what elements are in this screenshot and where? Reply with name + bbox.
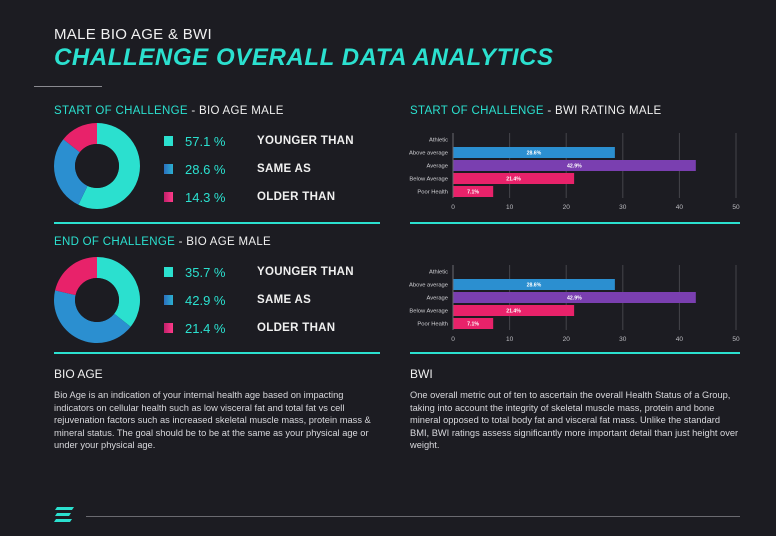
x-tick-label: 20 bbox=[563, 336, 571, 343]
legend-value: 35.7 % bbox=[185, 264, 226, 280]
legend-label: SAME AS bbox=[257, 163, 312, 175]
bar-data-label: 21.4% bbox=[506, 177, 521, 183]
legend-label: OLDER THAN bbox=[257, 322, 336, 334]
legend-value: 21.4 % bbox=[185, 320, 226, 336]
bar-data-label: 42.9% bbox=[567, 164, 582, 170]
start-bio-legend-younger: 57.1 % YOUNGER THAN bbox=[164, 133, 354, 149]
bar-poor-health bbox=[453, 318, 494, 329]
bar-data-label: 28.6% bbox=[527, 283, 542, 289]
x-tick-label: 10 bbox=[506, 204, 514, 211]
x-tick-label: 30 bbox=[619, 204, 627, 211]
bar-data-label: 7.1% bbox=[467, 190, 479, 196]
legend-value: 14.3 % bbox=[185, 189, 226, 205]
start-bio-legend-older: 14.3 % OLDER THAN bbox=[164, 189, 335, 205]
legend-label: YOUNGER THAN bbox=[257, 266, 354, 278]
bar-above-average bbox=[453, 147, 615, 158]
stacked-bars-logo-icon bbox=[54, 507, 74, 522]
legend-label: SAME AS bbox=[257, 294, 312, 306]
bio-age-heading: BIO AGE bbox=[54, 367, 103, 381]
page-title: CHALLENGE OVERALL DATA ANALYTICS bbox=[54, 44, 554, 71]
legend-value: 42.9 % bbox=[185, 292, 226, 308]
start-bio-divider bbox=[54, 222, 380, 224]
start-bio-donut bbox=[54, 123, 140, 209]
y-category-label: Poor Health bbox=[417, 190, 448, 196]
donut-slice-same-as bbox=[54, 290, 131, 343]
y-category-label: Average bbox=[427, 296, 449, 302]
end-bio-legend-younger: 35.7 % YOUNGER THAN bbox=[164, 264, 354, 280]
end-bio-heading: END OF CHALLENGE - BIO AGE MALE bbox=[54, 236, 271, 248]
start-bwi-heading: START OF CHALLENGE - BWI RATING MALE bbox=[410, 105, 662, 117]
donut-slice-younger-than bbox=[78, 123, 140, 209]
bar-average bbox=[453, 160, 696, 171]
legend-swatch-blue bbox=[164, 295, 173, 305]
x-tick-label: 50 bbox=[732, 204, 740, 211]
bar-below-average bbox=[453, 173, 575, 184]
bar-average bbox=[453, 292, 696, 303]
legend-swatch-blue bbox=[164, 164, 173, 174]
x-tick-label: 20 bbox=[563, 204, 571, 211]
bar-data-label: 21.4% bbox=[506, 309, 521, 315]
donut-slice-younger-than bbox=[97, 257, 140, 327]
end-bwi-bar-chart: 0 10 20 30 40 50 Athletic Above average 28.6% Ave… bbox=[409, 265, 740, 343]
end-bio-legend-older: 21.4 % OLDER THAN bbox=[164, 320, 335, 336]
x-tick-label: 40 bbox=[676, 204, 684, 211]
y-category-label: Below Average bbox=[409, 309, 448, 315]
legend-swatch-pink bbox=[164, 192, 173, 202]
bar-data-label: 42.9% bbox=[567, 296, 582, 302]
legend-swatch-teal bbox=[164, 267, 173, 277]
x-tick-label: 0 bbox=[451, 204, 455, 211]
footer-divider bbox=[86, 516, 740, 517]
end-bio-divider bbox=[54, 352, 380, 354]
x-tick-label: 50 bbox=[732, 336, 740, 343]
y-category-label: Athletic bbox=[429, 138, 448, 144]
donut-slice-same-as bbox=[54, 139, 88, 205]
x-tick-label: 30 bbox=[619, 336, 627, 343]
end-bio-donut bbox=[54, 257, 140, 343]
y-category-label: Above average bbox=[409, 151, 448, 157]
x-tick-label: 10 bbox=[506, 336, 514, 343]
bar-below-average bbox=[453, 305, 575, 316]
legend-swatch-teal bbox=[164, 136, 173, 146]
end-bwi-divider bbox=[410, 352, 740, 354]
page-kicker: MALE BIO AGE & BWI bbox=[54, 26, 212, 43]
bwi-heading: BWI bbox=[410, 367, 433, 381]
legend-value: 57.1 % bbox=[185, 133, 226, 149]
start-bwi-divider bbox=[410, 222, 740, 224]
legend-label: OLDER THAN bbox=[257, 191, 336, 203]
bio-age-description: Bio Age is an indication of your interna… bbox=[54, 390, 371, 451]
start-bio-legend-same: 28.6 % SAME AS bbox=[164, 161, 311, 177]
y-category-label: Below Average bbox=[409, 177, 448, 183]
bar-poor-health bbox=[453, 186, 494, 197]
x-tick-label: 0 bbox=[451, 336, 455, 343]
bar-data-label: 7.1% bbox=[467, 322, 479, 328]
end-bio-legend-same: 42.9 % SAME AS bbox=[164, 292, 311, 308]
y-category-label: Average bbox=[427, 164, 449, 170]
y-category-label: Athletic bbox=[429, 270, 448, 276]
y-category-label: Poor Health bbox=[417, 322, 448, 328]
header-divider bbox=[34, 86, 102, 87]
legend-label: YOUNGER THAN bbox=[257, 135, 354, 147]
legend-value: 28.6 % bbox=[185, 161, 226, 177]
start-bio-heading: START OF CHALLENGE - BIO AGE MALE bbox=[54, 105, 284, 117]
bwi-description: One overall metric out of ten to ascerta… bbox=[410, 390, 739, 451]
donut-slice-older-than bbox=[55, 257, 97, 296]
bar-above-average bbox=[453, 279, 615, 290]
x-tick-label: 40 bbox=[676, 336, 684, 343]
bar-data-label: 28.6% bbox=[527, 151, 542, 157]
start-bwi-bar-chart: 0 10 20 30 40 50 Athletic Above average 28.6% Ave… bbox=[409, 133, 740, 211]
y-category-label: Above average bbox=[409, 283, 448, 289]
legend-swatch-pink bbox=[164, 323, 173, 333]
donut-slice-older-than bbox=[63, 123, 97, 153]
